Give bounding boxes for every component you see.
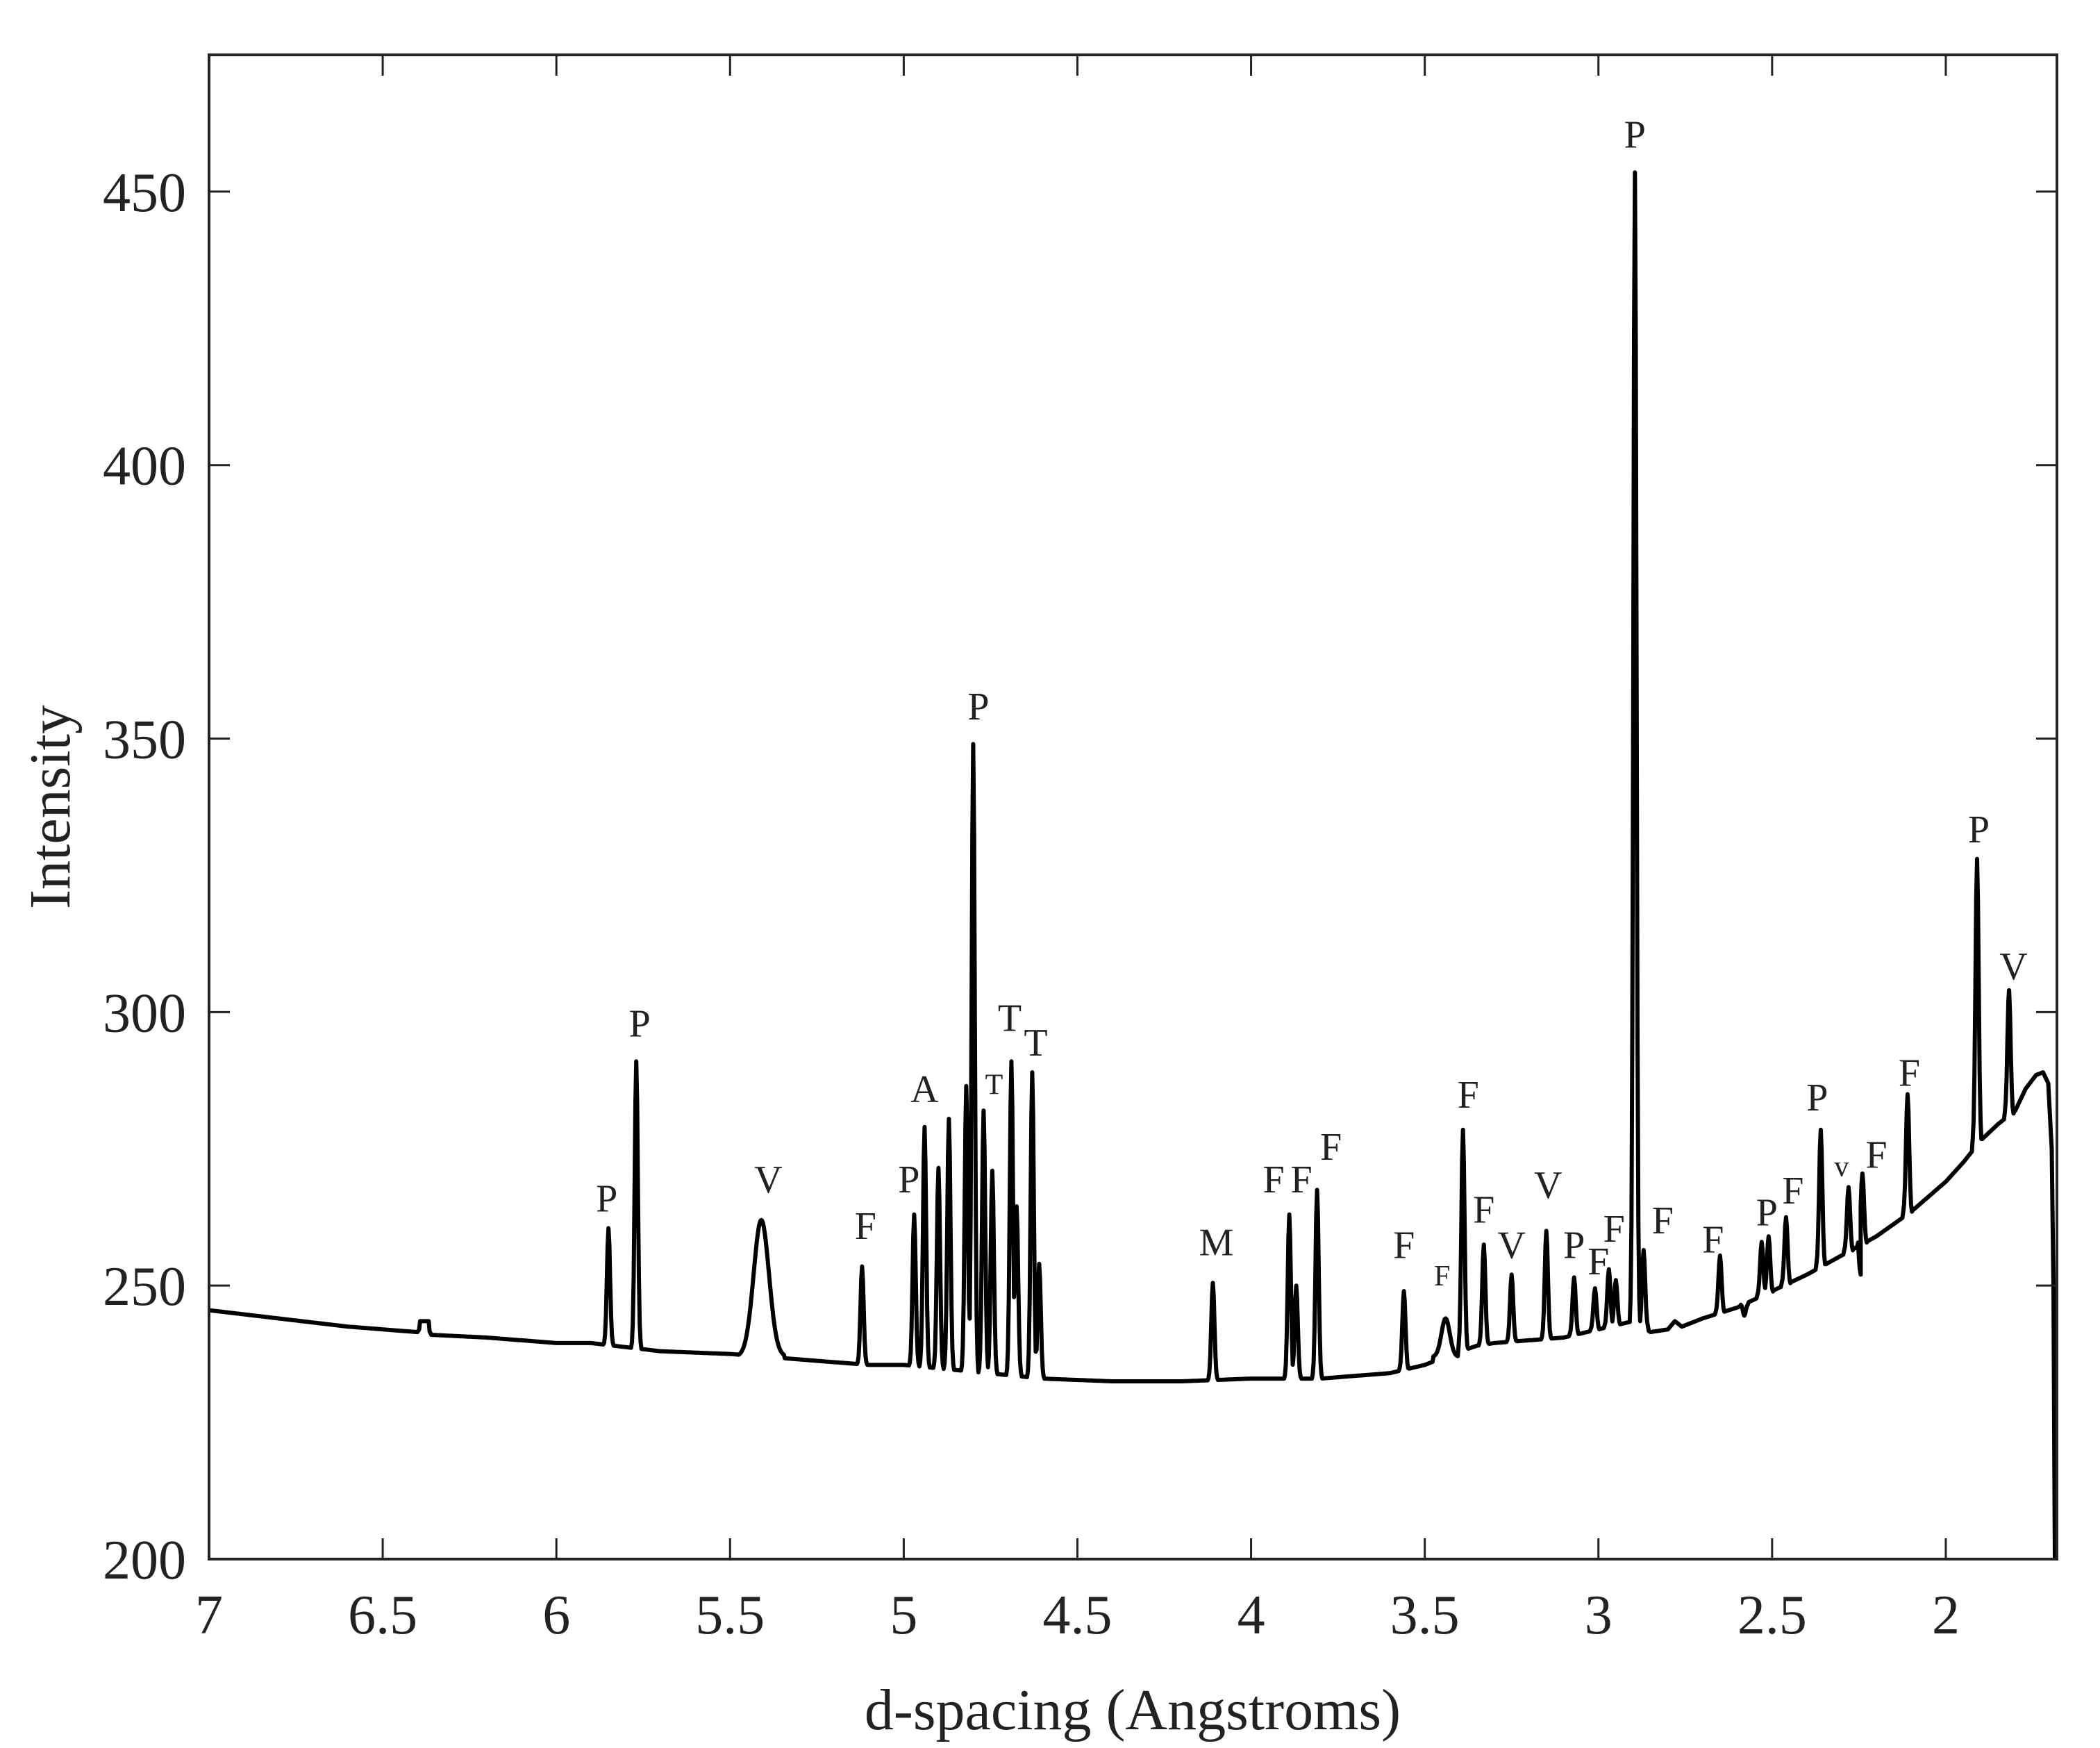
peak-label-p: P xyxy=(898,1158,919,1201)
peak-label-f: F xyxy=(1652,1199,1674,1242)
peak-label-p: P xyxy=(1563,1224,1585,1267)
peak-label-f: F xyxy=(1291,1158,1312,1201)
x-tick-label: 5 xyxy=(890,1585,917,1646)
y-tick-label: 200 xyxy=(103,1530,186,1591)
peak-label-f: F xyxy=(1702,1219,1724,1262)
x-tick-label: 4 xyxy=(1238,1585,1265,1646)
peak-label-f: F xyxy=(1262,1158,1284,1201)
peak-label-t: T xyxy=(985,1069,1003,1101)
peak-label-f: F xyxy=(1782,1170,1803,1213)
peak-label-v: v xyxy=(1834,1151,1849,1183)
peak-label-v: V xyxy=(1999,945,2027,988)
x-tick-label: 6.5 xyxy=(348,1585,417,1646)
peak-label-v: V xyxy=(754,1158,782,1201)
y-tick-label: 300 xyxy=(103,983,186,1044)
peak-label-f: F xyxy=(1899,1052,1920,1095)
y-tick-label: 400 xyxy=(103,436,186,497)
x-tick-label: 5.5 xyxy=(695,1585,765,1646)
plot-area xyxy=(208,170,2057,1560)
diffraction-trace xyxy=(208,170,2057,1560)
peak-label-p: P xyxy=(1624,114,1646,157)
peak-label-t: T xyxy=(1024,1022,1047,1065)
peak-label-f: F xyxy=(1458,1074,1479,1117)
x-tick-label: 2 xyxy=(1932,1585,1960,1646)
peak-label-t: T xyxy=(998,997,1022,1040)
y-tick-label: 450 xyxy=(103,163,186,224)
y-tick-label: 350 xyxy=(103,710,186,771)
peak-label-p: P xyxy=(596,1178,617,1221)
peak-label-v: V xyxy=(1497,1224,1525,1267)
x-axis-label: d-spacing (Angstroms) xyxy=(865,1678,1401,1742)
peak-label-p: P xyxy=(1806,1076,1828,1119)
y-axis-label: Intensity xyxy=(18,705,83,909)
peak-label-f: F xyxy=(1473,1188,1494,1231)
peak-label-f: F xyxy=(1588,1240,1609,1283)
peak-label-p: P xyxy=(1968,808,1990,851)
peak-label-a: A xyxy=(910,1068,939,1111)
peak-label-f: F xyxy=(1320,1126,1342,1169)
x-tick-label: 7 xyxy=(195,1585,223,1646)
x-tick-label: 3.5 xyxy=(1390,1585,1460,1646)
x-tick-label: 4.5 xyxy=(1042,1585,1112,1646)
peak-label-f: F xyxy=(1393,1224,1415,1267)
y-axis-ticks: 200 250 300 350 400 450 xyxy=(103,163,2057,1591)
x-tick-label: 6 xyxy=(542,1585,570,1646)
x-tick-label: 2.5 xyxy=(1738,1585,1807,1646)
peak-label-p: P xyxy=(967,685,989,729)
peak-label-m: M xyxy=(1199,1222,1234,1265)
peak-label-p: P xyxy=(1756,1191,1778,1234)
peak-label-f: F xyxy=(1865,1134,1887,1177)
peak-label-f: F xyxy=(1603,1208,1625,1251)
x-tick-label: 3 xyxy=(1585,1585,1612,1646)
peak-label-v: V xyxy=(1534,1164,1562,1207)
axes-box xyxy=(208,53,2058,1560)
peak-label-f: F xyxy=(855,1205,876,1248)
peak-label-f: F xyxy=(1434,1260,1450,1292)
y-tick-label: 250 xyxy=(103,1256,186,1317)
x-axis-ticks: 7 6.5 6 5.5 5 4.5 4 3.5 3 2.5 2 xyxy=(195,55,1960,1646)
peak-label-p: P xyxy=(629,1003,651,1046)
